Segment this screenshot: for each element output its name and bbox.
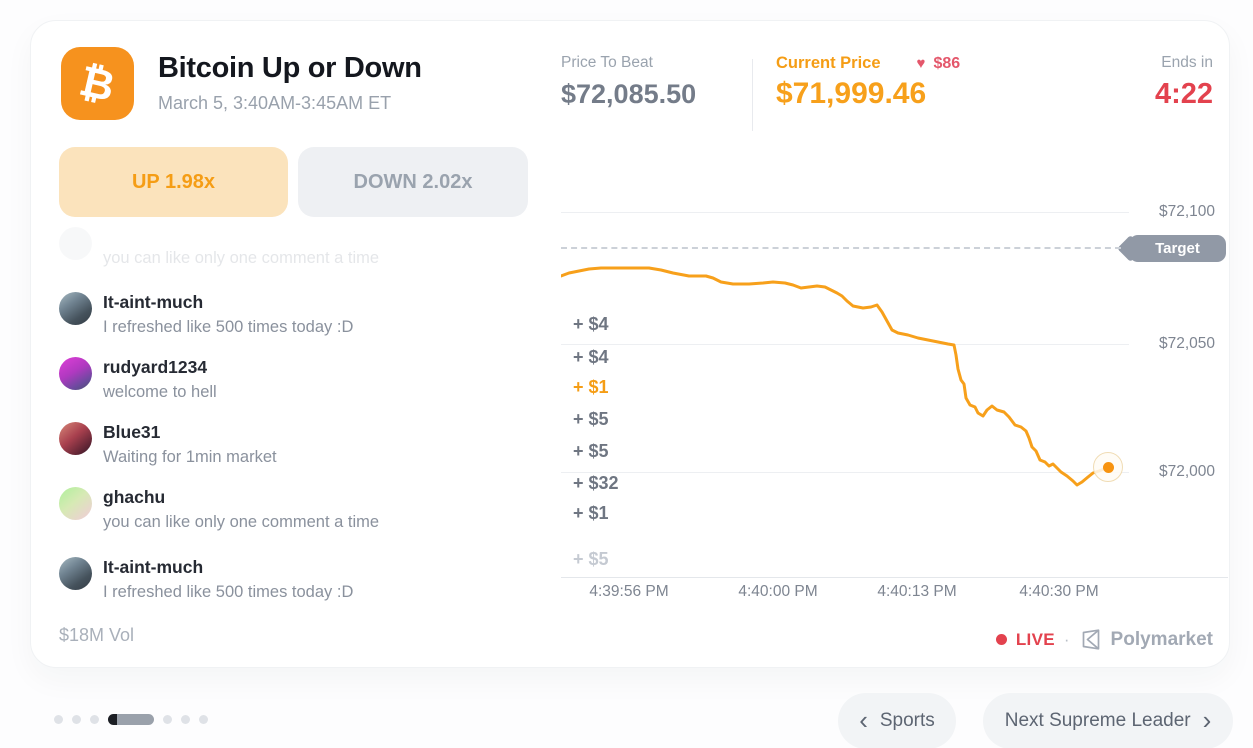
ends-in-label: Ends in [1161,54,1213,71]
page-title: Bitcoin Up or Down [158,52,422,84]
pagination-dot[interactable] [72,715,81,724]
x-axis-tick: 4:39:56 PM [589,583,669,600]
comment-text: welcome to hell [103,383,217,401]
bet-feed-item: + $32 [573,473,619,493]
live-separator: · [1063,629,1070,649]
gridline [561,344,1129,345]
live-label: LIVE [1015,629,1055,649]
bitcoin-icon: ₿ [61,47,134,120]
bet-feed-item: + $4 [573,314,609,334]
current-price: Current Price ♥ $86 $71,999.46 [776,54,960,111]
next-market-button[interactable]: Next Supreme Leader › [983,693,1233,748]
target-badge-label: Target [1129,235,1226,262]
polymarket-icon [1082,629,1099,650]
x-axis-tick: 4:40:00 PM [738,583,818,600]
comment-username: It-aint-much [103,557,204,577]
gridline [561,472,1129,473]
bet-feed-item: + $1 [573,503,609,523]
avatar [59,557,92,590]
pagination-dot[interactable] [163,715,172,724]
comment-text: Waiting for 1min market [103,448,277,466]
price-line-svg [561,266,1110,487]
comment-text: you can like only one comment a time [103,513,380,531]
up-bet-button[interactable]: UP 1.98x [59,147,288,217]
bet-feed-item: + $1 [573,377,609,397]
comment-username: rudyard1234 [103,357,208,377]
y-axis-label: $72,050 [1159,335,1216,352]
x-axis-line [561,577,1228,578]
avatar [59,227,92,260]
y-axis-label: $72,000 [1159,463,1216,480]
price-to-beat-value: $72,085.50 [561,79,697,109]
ends-in: Ends in 4:22 [1155,54,1213,111]
pagination-dot[interactable] [199,715,208,724]
sports-nav-button[interactable]: ‹ Sports [838,693,956,748]
avatar [59,357,92,390]
down-bet-button[interactable]: DOWN 2.02x [298,147,528,217]
pagination-dot[interactable] [54,715,63,724]
target-badge: Target [1117,235,1226,262]
comments-list[interactable]: you can like only one comment a time It-a… [59,221,539,616]
bitcoin-symbol: ₿ [75,56,120,110]
comment-text: you can like only one comment a time [103,249,380,267]
avatar [59,292,92,325]
price-change-value: $86 [933,54,961,72]
target-dashed-line [561,247,1121,249]
current-price-value: $71,999.46 [776,77,927,110]
carousel-pagination[interactable] [54,714,208,725]
countdown-timer: 4:22 [1154,78,1213,110]
sports-nav-label: Sports [879,710,935,731]
price-line [561,266,1110,487]
market-date: March 5, 3:40AM-3:45AM ET [158,93,392,113]
comment-text: I refreshed like 500 times today :D [103,583,354,601]
current-price-label: Current Price [776,54,881,72]
bet-feed-item: + $5 [573,409,609,429]
next-market-label: Next Supreme Leader [1004,710,1191,731]
avatar [59,487,92,520]
avatar [59,422,92,455]
price-to-beat-label: Price To Beat [561,54,653,71]
y-axis-label: $72,100 [1159,203,1216,220]
bet-feed-item: + $5 [573,549,609,569]
price-to-beat: Price To Beat $72,085.50 [561,54,696,110]
comment-username: It-aint-much [103,292,204,312]
polymarket-brand: Polymarket [1110,628,1213,650]
live-indicator-row: LIVE · Polymarket [995,628,1213,651]
chevron-left-icon: ‹ [859,704,868,735]
x-axis-tick: 4:40:30 PM [1019,583,1099,600]
volume: $18M Vol [59,625,135,645]
market-card: ₿ Bitcoin Up or Down March 5, 3:40AM-3:4… [30,20,1230,668]
live-dot-icon [995,634,1007,645]
current-price-marker [1102,461,1114,473]
x-axis-tick: 4:40:13 PM [877,583,957,600]
gridline [561,212,1129,213]
comment-username: Blue31 [103,422,161,442]
stat-divider [752,59,753,131]
price-chart: Target $72,100 $72,050 $72,000 4:39:56 PM 4:… [561,139,1228,604]
heart-icon: ♥ [916,55,926,72]
pagination-dot[interactable] [181,715,190,724]
chevron-right-icon: › [1202,704,1212,735]
comment-username: ghachu [103,487,166,507]
bet-feed-item: + $5 [573,441,609,461]
comment-text: I refreshed like 500 times today :D [103,318,354,336]
pagination-dot-active[interactable] [108,714,154,725]
bet-feed-item: + $4 [573,347,609,367]
pagination-dot[interactable] [90,715,99,724]
